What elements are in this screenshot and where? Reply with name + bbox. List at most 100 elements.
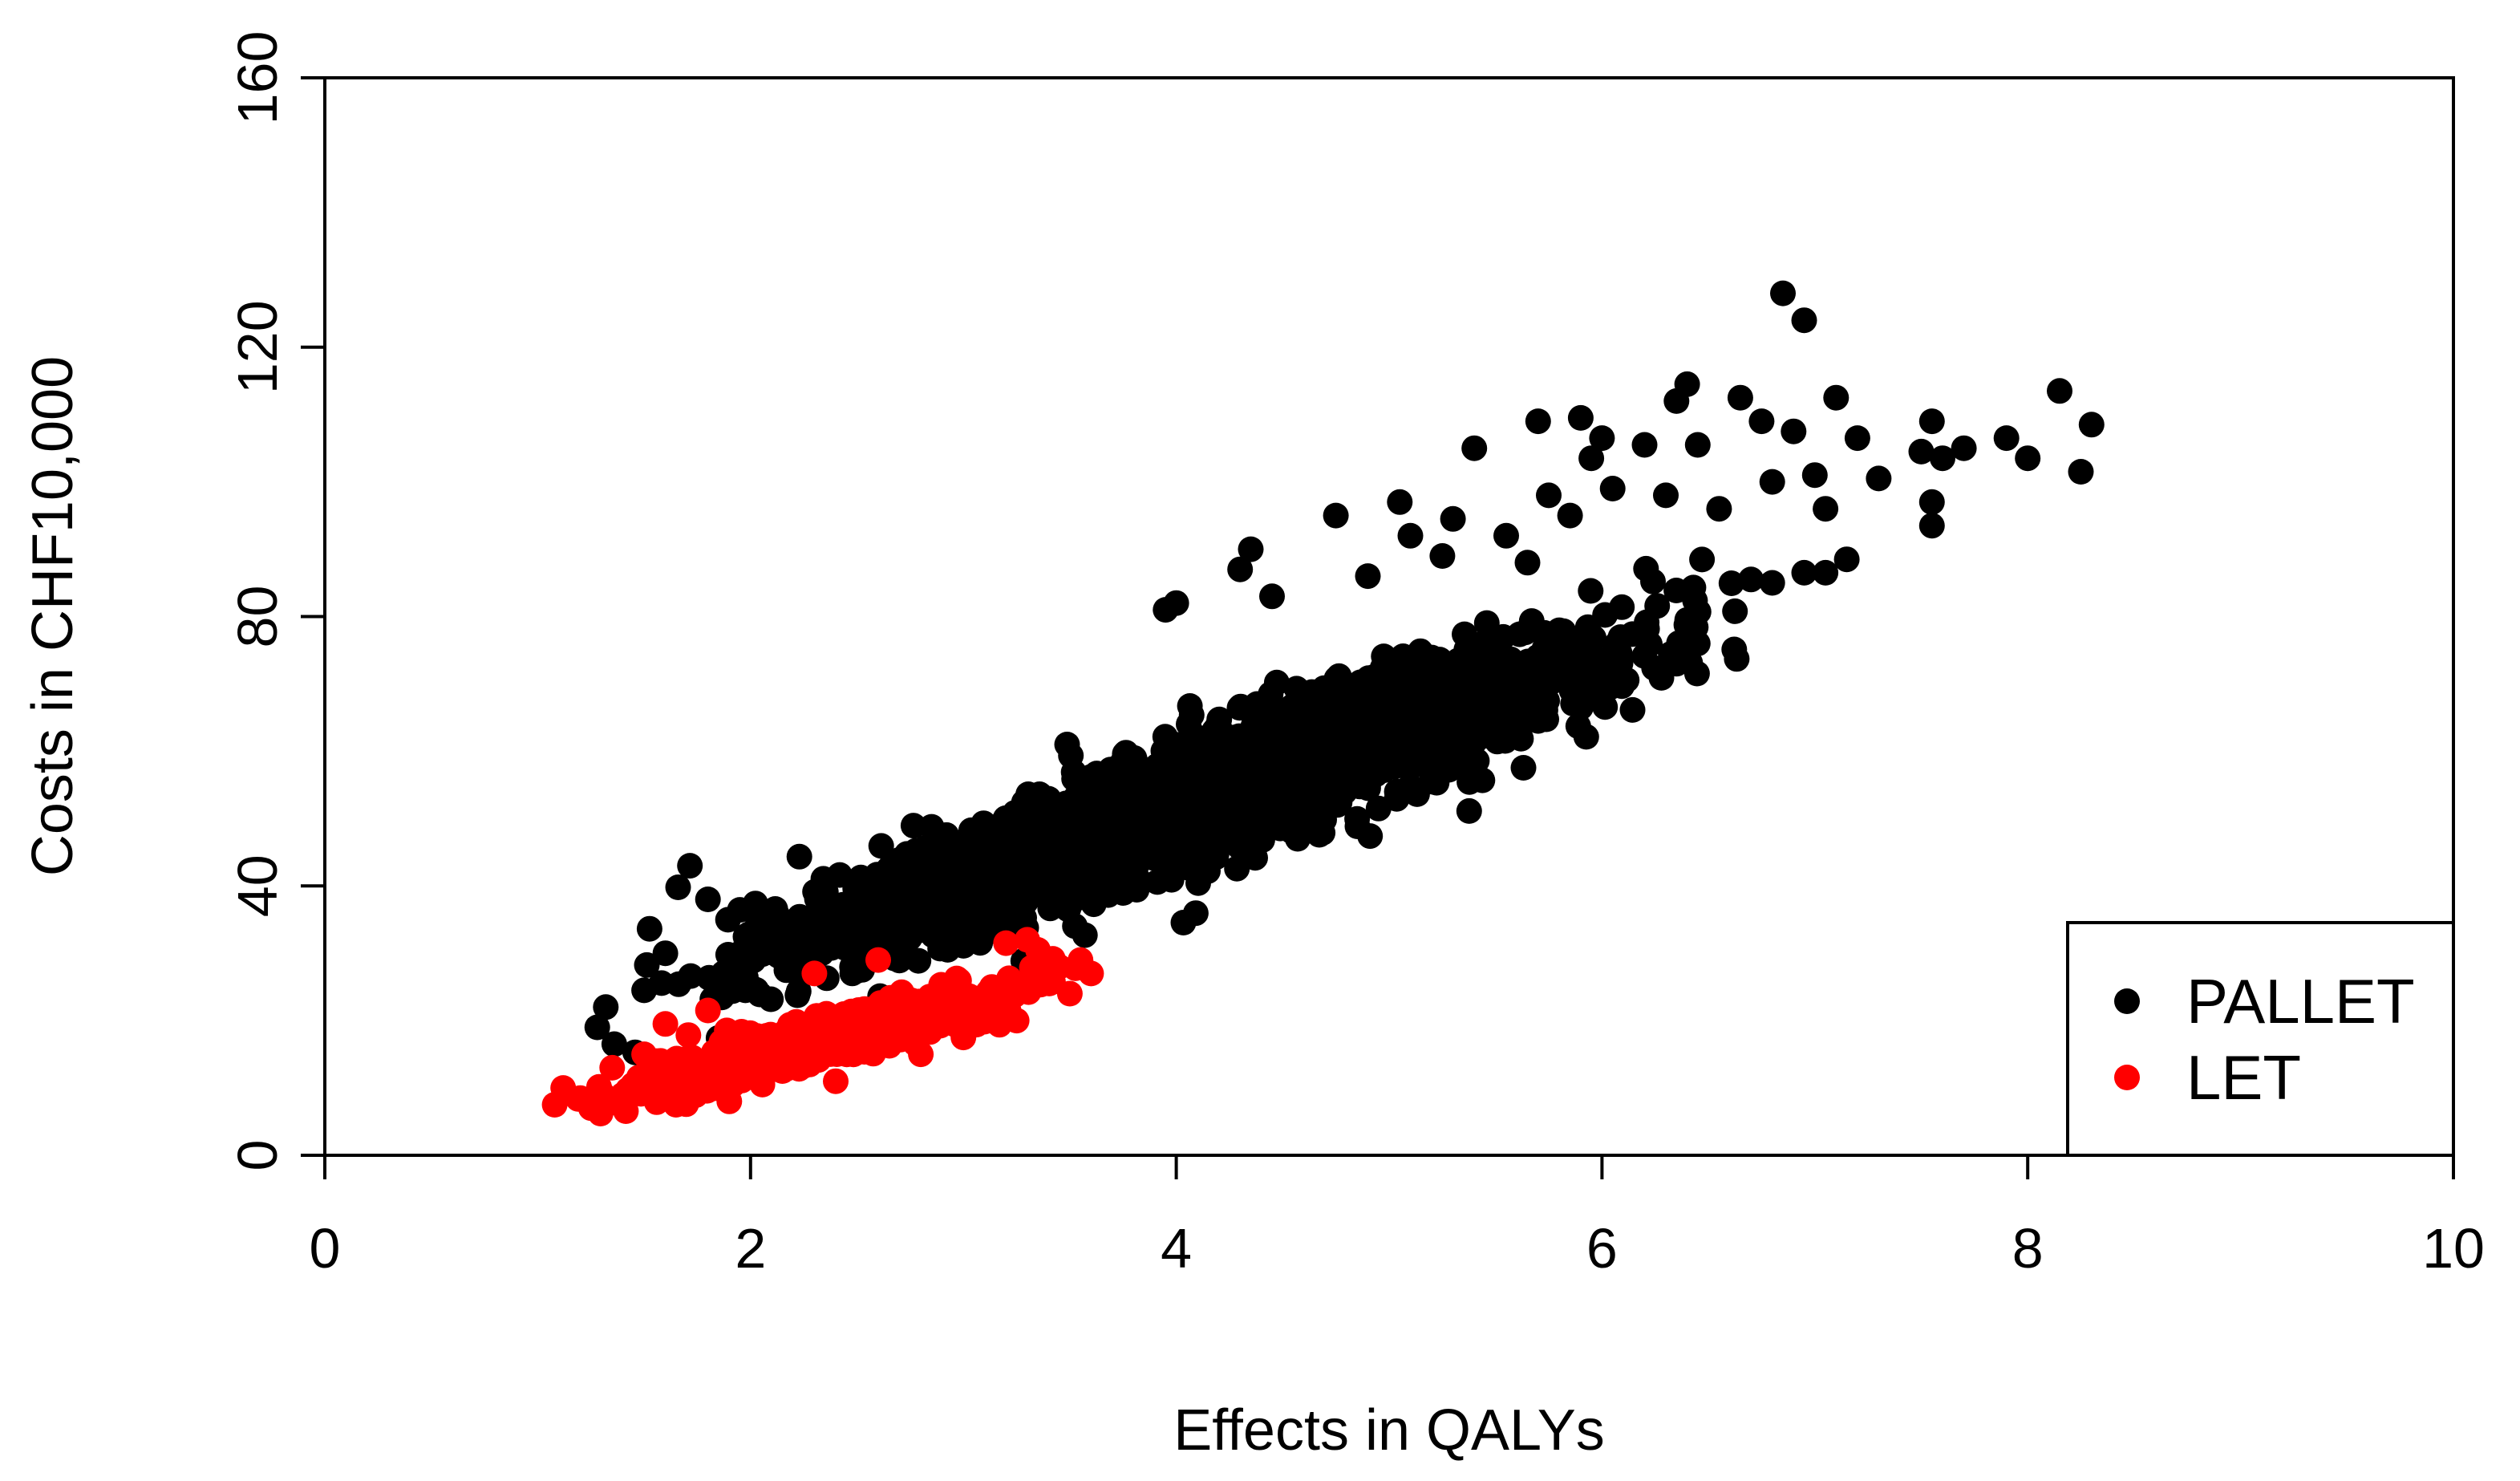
data-point [1683,660,1710,687]
data-point [1387,489,1413,515]
data-point [1061,800,1088,826]
y-tick-label: 0 [226,1140,289,1171]
data-point [786,843,812,870]
data-point [1400,696,1427,722]
data-point [1300,697,1327,724]
data-point [1163,590,1189,616]
data-point [1578,445,1605,472]
y-axis-label: Costs in CHF10,000 [21,356,85,876]
data-point [1227,822,1254,849]
data-point [1133,789,1160,814]
data-point [1497,708,1524,733]
data-point [1485,685,1511,712]
data-point [1689,546,1716,573]
data-point [1908,438,1935,465]
data-point [1329,758,1355,785]
data-point [1592,602,1619,628]
y-tick-label: 80 [226,586,289,648]
data-point [1227,556,1254,582]
data-point [1397,522,1424,549]
data-point [1536,482,1562,509]
data-point [631,1041,658,1068]
data-point [1684,631,1711,657]
data-point [1546,619,1573,645]
data-point [1436,757,1462,783]
data-point [970,882,997,908]
data-point [1589,425,1615,452]
data-point [1512,619,1538,646]
data-point [1396,773,1423,800]
data-point [787,903,812,930]
series-let [541,927,1104,1126]
points-layer [541,280,2105,1126]
x-tick-label: 0 [310,1217,341,1280]
data-point [1510,755,1537,781]
data-point [1653,482,1679,509]
data-point [1525,708,1551,734]
x-tick-label: 10 [2422,1217,2485,1280]
data-point [1530,643,1557,670]
data-point [1426,687,1452,713]
data-point [1170,910,1197,935]
data-point [1452,621,1477,647]
series-pallet [584,280,2105,1065]
data-point [1791,307,1817,334]
data-point [1462,716,1489,743]
data-point [1684,432,1711,458]
data-point [1738,566,1764,593]
data-point [1770,280,1796,306]
data-point [715,907,741,933]
data-point [1039,792,1065,818]
data-point [1666,630,1692,656]
data-point [643,1089,670,1115]
data-point [1631,432,1658,458]
data-point [952,895,978,921]
data-point [728,1067,755,1094]
data-point [1781,418,1807,444]
data-point [677,853,703,879]
data-point [1056,980,1083,1007]
data-point [652,1011,679,1037]
data-point [1718,570,1744,596]
data-point [993,827,1019,854]
data-point [1129,758,1156,785]
data-point [997,980,1023,1006]
data-point [577,1095,604,1122]
data-point [906,862,933,888]
data-point [610,1081,636,1108]
legend-label-let: LET [2186,1042,2301,1113]
data-point [1456,797,1482,824]
data-point [954,842,980,867]
data-point [1567,694,1594,720]
data-point [634,951,660,978]
data-point [917,984,943,1010]
data-point [1429,543,1456,569]
data-point [865,947,891,973]
data-point [1099,764,1125,790]
data-point [823,1068,849,1094]
data-point [1096,787,1123,814]
data-point [1065,837,1092,863]
data-point [1514,550,1541,576]
data-point [1791,559,1817,586]
data-point [714,1017,740,1044]
data-point [711,960,737,986]
data-point [1951,435,1977,461]
data-point [675,1022,702,1049]
data-point [908,1041,934,1068]
data-point [892,935,918,962]
data-point [665,874,691,900]
data-point [1602,644,1629,671]
data-point [2078,412,2105,438]
data-point [1225,769,1251,796]
data-point [1142,836,1169,862]
data-point [1567,404,1594,431]
data-point [1046,954,1072,980]
data-point [771,926,797,952]
data-point [1290,789,1317,815]
data-point [1303,753,1330,780]
data-point [1011,878,1038,905]
data-point [1184,847,1210,874]
data-point [2015,445,2041,472]
data-point [716,1088,743,1114]
